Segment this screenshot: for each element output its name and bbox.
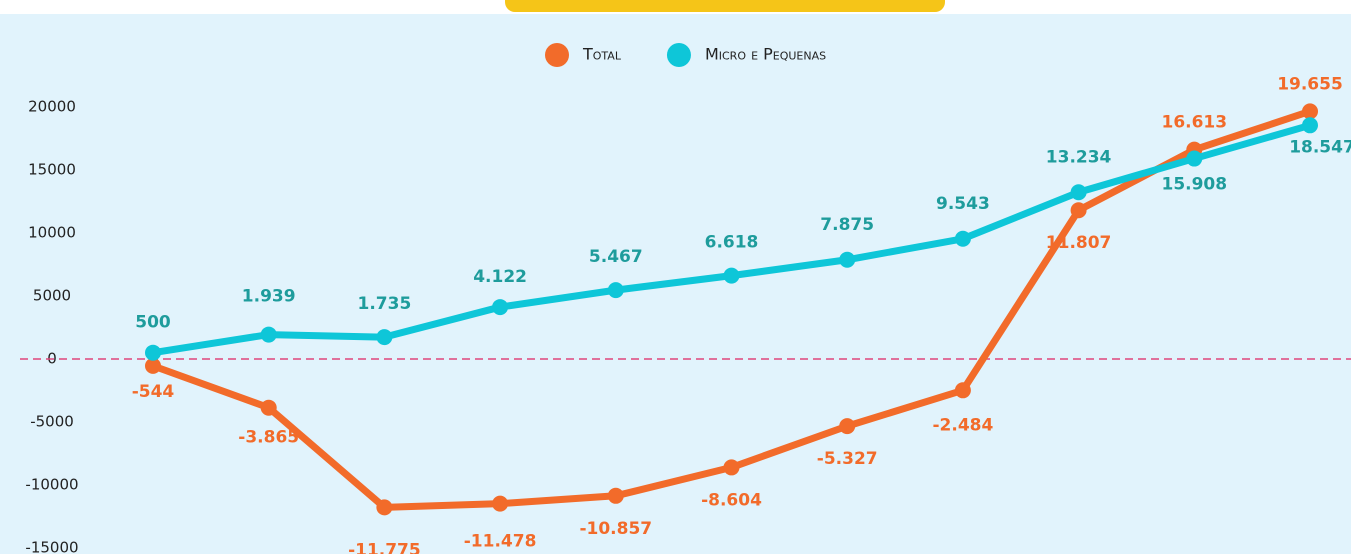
data-label: 9.543 xyxy=(936,194,990,214)
data-label: -8.604 xyxy=(701,490,762,510)
legend-label: Micro e Pequenas xyxy=(705,45,826,64)
data-label: 1.939 xyxy=(242,287,296,307)
data-point xyxy=(723,459,740,476)
data-point xyxy=(492,299,509,316)
data-point xyxy=(145,357,161,374)
data-label: 11.807 xyxy=(1046,233,1112,253)
data-point xyxy=(1302,117,1318,134)
header-tab xyxy=(505,0,945,12)
data-label: 4.122 xyxy=(473,267,527,287)
y-tick-label: -15000 xyxy=(25,539,78,554)
y-tick-label: 20000 xyxy=(28,98,76,116)
data-label: 6.618 xyxy=(705,233,759,253)
data-label: 5.467 xyxy=(589,247,643,267)
data-point xyxy=(260,399,277,416)
data-label: -5.327 xyxy=(817,449,878,469)
data-label: 7.875 xyxy=(820,215,874,235)
data-point xyxy=(954,230,971,247)
data-point xyxy=(145,344,161,361)
legend: Total Micro e Pequenas xyxy=(545,43,826,67)
data-label: -544 xyxy=(132,382,175,402)
data-label: 13.234 xyxy=(1046,147,1112,167)
legend-label: Total xyxy=(582,45,622,64)
legend-marker xyxy=(545,43,569,67)
y-tick-label: 15000 xyxy=(28,161,76,179)
data-point xyxy=(1070,184,1087,201)
data-point xyxy=(260,326,277,343)
y-tick-label: 10000 xyxy=(28,224,76,242)
data-point xyxy=(723,267,740,284)
data-point xyxy=(492,495,509,512)
data-label: -2.484 xyxy=(932,415,993,435)
y-tick-label: 5000 xyxy=(33,287,71,305)
data-label: 1.735 xyxy=(358,294,412,314)
data-point xyxy=(607,282,624,299)
legend-marker xyxy=(666,43,691,67)
data-label: -11.775 xyxy=(348,540,421,554)
data-point xyxy=(954,382,971,399)
data-point xyxy=(607,487,624,504)
data-point xyxy=(839,251,856,268)
data-point xyxy=(376,329,393,346)
data-label: 18.547 xyxy=(1289,137,1351,157)
data-label: 500 xyxy=(135,313,171,333)
y-tick-label: -5000 xyxy=(30,413,74,431)
data-label: -10.857 xyxy=(579,519,652,539)
data-label: -3.865 xyxy=(238,428,299,448)
data-label: 15.908 xyxy=(1161,175,1227,195)
data-point xyxy=(1186,150,1203,167)
data-label: -11.478 xyxy=(464,532,537,552)
data-point xyxy=(376,499,393,516)
y-tick-label: -10000 xyxy=(25,476,78,494)
data-point xyxy=(1070,202,1087,219)
data-label: 19.655 xyxy=(1277,74,1343,94)
data-point xyxy=(839,418,856,435)
data-label: 16.613 xyxy=(1161,113,1227,133)
data-point xyxy=(1302,103,1318,120)
